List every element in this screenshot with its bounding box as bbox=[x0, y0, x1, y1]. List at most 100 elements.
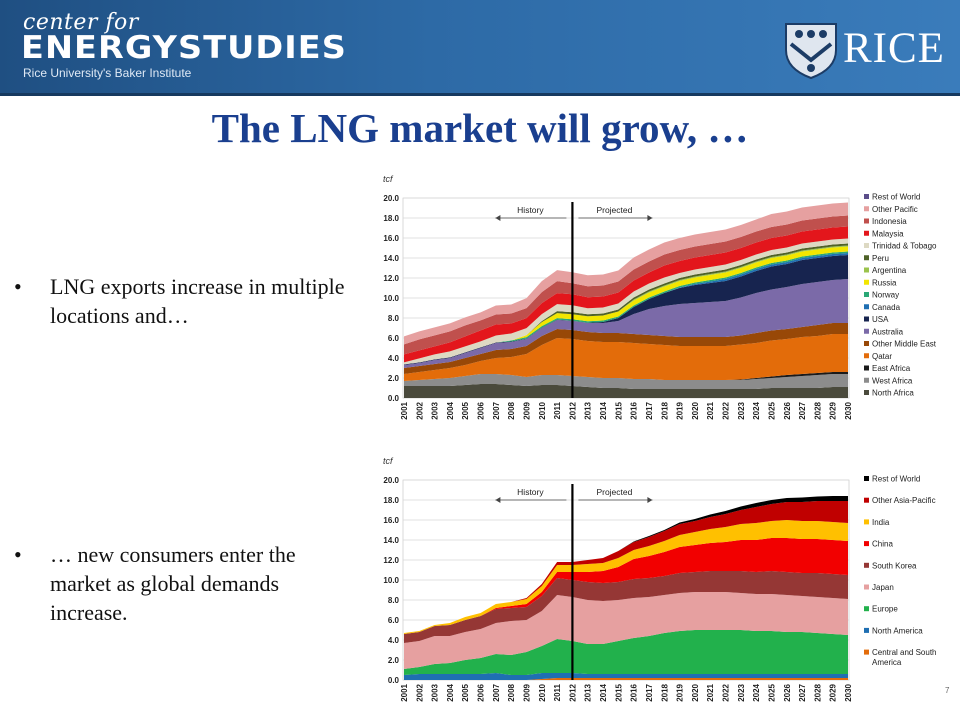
brand-subtitle: Rice University's Baker Institute bbox=[23, 66, 192, 80]
legend-swatch-trinidad-tobago bbox=[864, 243, 869, 248]
y-tick-label: 12.0 bbox=[383, 274, 399, 283]
x-tick-label: 2026 bbox=[783, 683, 792, 701]
x-tick-label: 2017 bbox=[645, 683, 654, 701]
x-tick-label: 2029 bbox=[829, 683, 838, 701]
x-tick-label: 2003 bbox=[431, 401, 440, 419]
legend-label-rest-of-world: Rest of World bbox=[872, 193, 920, 202]
x-tick-label: 2026 bbox=[783, 401, 792, 419]
x-tick-label: 2022 bbox=[722, 683, 731, 701]
x-tick-label: 2003 bbox=[431, 683, 440, 701]
x-tick-label: 2018 bbox=[660, 401, 669, 419]
area-australia bbox=[404, 279, 848, 368]
x-tick-label: 2006 bbox=[477, 683, 486, 701]
history-arrowhead bbox=[495, 215, 501, 221]
x-tick-label: 2011 bbox=[553, 401, 562, 419]
legend-label-other-asia-pacific: Other Asia-Pacific bbox=[872, 496, 936, 505]
legend-label-russia: Russia bbox=[872, 278, 897, 287]
y-tick-label: 4.0 bbox=[388, 636, 400, 645]
x-tick-label: 2013 bbox=[584, 401, 593, 419]
legend-label-north-america: North America bbox=[872, 626, 923, 635]
projected-label: Projected bbox=[596, 205, 632, 215]
x-tick-label: 2008 bbox=[507, 401, 516, 419]
area-west-africa bbox=[404, 374, 848, 389]
legend-swatch-indonesia bbox=[864, 218, 869, 224]
bullet-text: LNG exports increase in multiple locatio… bbox=[50, 274, 345, 328]
legend-label-qatar: Qatar bbox=[872, 352, 892, 361]
unit-label: tcf bbox=[383, 456, 394, 466]
x-tick-label: 2028 bbox=[813, 401, 822, 419]
y-tick-label: 6.0 bbox=[388, 616, 400, 625]
y-tick-label: 8.0 bbox=[388, 596, 400, 605]
bullet-consumers: • … new consumers enter the market as gl… bbox=[14, 540, 344, 630]
x-tick-label: 2023 bbox=[737, 401, 746, 419]
legend-label-canada: Canada bbox=[872, 303, 901, 312]
legend-swatch-central-and-south-america bbox=[864, 649, 869, 655]
area-south-korea bbox=[404, 571, 848, 643]
x-tick-label: 2024 bbox=[752, 683, 761, 701]
header-banner: center for ENERGYSTUDIES Rice University… bbox=[0, 0, 960, 96]
legend-swatch-europe bbox=[864, 606, 869, 612]
area-qatar bbox=[404, 334, 848, 381]
area-japan bbox=[404, 592, 848, 669]
area-north-africa bbox=[404, 384, 848, 398]
x-tick-label: 2015 bbox=[614, 401, 623, 419]
x-tick-label: 2014 bbox=[599, 401, 608, 419]
x-tick-label: 2020 bbox=[691, 683, 700, 701]
x-tick-label: 2009 bbox=[522, 401, 531, 419]
area-europe bbox=[404, 630, 848, 675]
legend-swatch-canada bbox=[864, 304, 869, 310]
area-india bbox=[404, 520, 848, 634]
x-tick-label: 2013 bbox=[584, 683, 593, 701]
area-other-asia-pacific bbox=[404, 501, 848, 633]
legend-label-west-africa: West Africa bbox=[872, 376, 913, 385]
legend-label-other-middle-east: Other Middle East bbox=[872, 340, 937, 349]
legend-swatch-argentina bbox=[864, 267, 869, 273]
x-tick-label: 2002 bbox=[415, 683, 424, 701]
y-tick-label: 16.0 bbox=[383, 234, 399, 243]
x-tick-label: 2029 bbox=[829, 401, 838, 419]
x-tick-label: 2014 bbox=[599, 683, 608, 701]
legend-swatch-russia bbox=[864, 279, 869, 285]
legend-swatch-north-america bbox=[864, 627, 869, 633]
x-tick-label: 2021 bbox=[706, 683, 715, 701]
area-peru bbox=[404, 243, 848, 365]
legend-swatch-east-africa bbox=[864, 365, 869, 371]
x-tick-label: 2020 bbox=[691, 401, 700, 419]
legend-swatch-australia bbox=[864, 328, 869, 334]
bullet-exports: • LNG exports increase in multiple locat… bbox=[14, 272, 344, 332]
y-tick-label: 10.0 bbox=[383, 576, 399, 585]
x-tick-label: 2022 bbox=[722, 401, 731, 419]
area-usa bbox=[404, 255, 848, 365]
area-central-and-south-america bbox=[404, 678, 848, 680]
x-tick-label: 2024 bbox=[752, 401, 761, 419]
brand-tagline: center for bbox=[23, 10, 139, 35]
y-tick-label: 14.0 bbox=[383, 254, 399, 263]
legend-label-trinidad-tobago: Trinidad & Tobago bbox=[872, 242, 937, 251]
x-tick-label: 2012 bbox=[568, 401, 577, 419]
legend-label-australia: Australia bbox=[872, 327, 904, 336]
legend-swatch-west-africa bbox=[864, 377, 869, 383]
x-tick-label: 2006 bbox=[477, 401, 486, 419]
unit-label: tcf bbox=[383, 174, 394, 184]
area-indonesia bbox=[404, 215, 848, 355]
legend-swatch-rest-of-world bbox=[864, 476, 869, 481]
y-tick-label: 18.0 bbox=[383, 496, 399, 505]
legend-swatch-other-asia-pacific bbox=[864, 497, 869, 503]
y-tick-label: 4.0 bbox=[388, 354, 400, 363]
legend-swatch-india bbox=[864, 519, 869, 525]
legend-label-north-africa: North Africa bbox=[872, 389, 914, 398]
y-tick-label: 18.0 bbox=[383, 214, 399, 223]
x-tick-label: 2004 bbox=[446, 401, 455, 419]
brand-name: ENERGYSTUDIES bbox=[21, 30, 347, 66]
bullet-dot: • bbox=[14, 274, 22, 299]
x-tick-label: 2012 bbox=[568, 683, 577, 701]
x-tick-label: 2011 bbox=[553, 683, 562, 701]
lng-exports-chart-svg: tcf 0.0 2.0 4.0 6.0 8.0 10.0 12.0 14.0 16.0 18.0 20… bbox=[383, 174, 937, 420]
lng-exports-chart: tcf 0.0 2.0 4.0 6.0 8.0 10.0 12.0 14.0 16.0 18.0 20… bbox=[370, 172, 950, 432]
x-tick-label: 2023 bbox=[737, 683, 746, 701]
legend-label-norway: Norway bbox=[872, 291, 899, 300]
slide-title: The LNG market will grow, … bbox=[211, 105, 749, 151]
x-tick-label: 2016 bbox=[630, 401, 639, 419]
y-tick-label: 14.0 bbox=[383, 536, 399, 545]
x-tick-label: 2009 bbox=[522, 683, 531, 701]
